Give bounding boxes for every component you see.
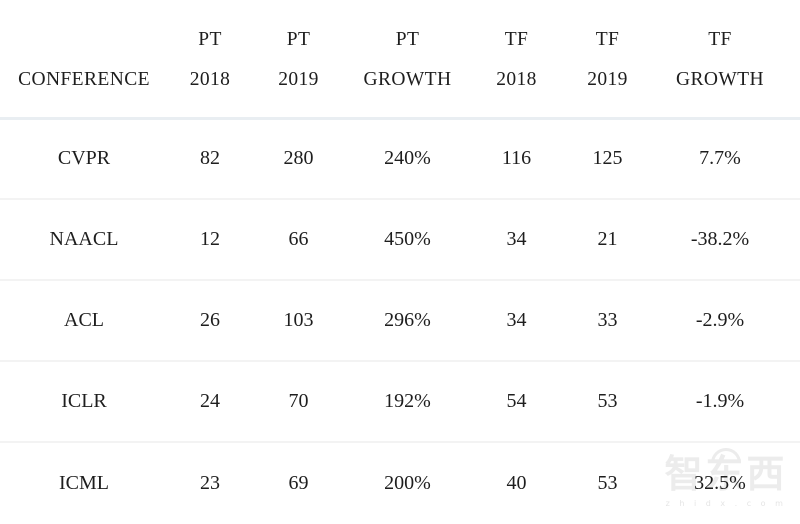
cell-conference: NAACL <box>0 199 168 281</box>
cell-pt-growth: 240% <box>345 118 470 200</box>
cell-pt-2018: 12 <box>168 199 252 281</box>
header-line2: 2019 <box>587 68 628 90</box>
header-line1: PT <box>198 28 222 50</box>
cell-tf-2019: 53 <box>597 471 618 494</box>
header-tf-2018: TF 2018 <box>470 0 563 120</box>
header-line1: TF <box>504 28 529 50</box>
cell-pt-2018: 24 <box>168 361 252 443</box>
table-header: CONFERENCE PT 2018 PT 2019 PT GROWTH TF … <box>0 0 800 120</box>
cell-conference: ACL <box>0 280 168 362</box>
table-row-cvpr: CVPR 82 280 240% 116 125 7.7% <box>0 118 800 200</box>
header-line2: 2018 <box>189 68 231 90</box>
cell-tf-growth: -1.9% <box>652 361 800 443</box>
table-row-acl: ACL 26 103 296% 34 33 -2.9% <box>0 280 800 362</box>
cell-tf-2018: 54 <box>470 361 563 443</box>
header-tf-2019: TF 2019 <box>563 0 652 120</box>
cell-tf-2018: 34 <box>470 199 563 281</box>
header-line1: PT <box>286 28 311 50</box>
cell-pt-growth: 296% <box>345 280 470 362</box>
header-line2: 2018 <box>496 68 537 90</box>
cell-tf-growth: -38.2% <box>652 199 800 281</box>
cell-pt-growth: 192% <box>345 361 470 443</box>
cell-pt-2019: 280 <box>252 118 345 200</box>
header-line2: GROWTH <box>363 68 452 90</box>
cell-tf-2019: 53 <box>563 361 652 443</box>
header-tf-growth: TF GROWTH <box>652 0 800 120</box>
cell-pt-2019: 69 <box>288 471 309 494</box>
table-body: CVPR 82 280 240% 116 125 7.7% NAACL 12 6… <box>0 118 800 523</box>
cell-tf-2019: 125 <box>563 118 652 200</box>
table-row-iclr: ICLR 24 70 192% 54 53 -1.9% <box>0 361 800 443</box>
cell-tf-growth: 7.7% <box>652 118 800 200</box>
cell-tf-growth: 32.5% <box>694 471 746 494</box>
cell-pt-2018: 26 <box>168 280 252 362</box>
header-line1: TF <box>595 28 620 50</box>
cell-tf-2019: 21 <box>563 199 652 281</box>
cell-pt-2019: 70 <box>252 361 345 443</box>
cell-tf-2018: 34 <box>470 280 563 362</box>
header-conference: CONFERENCE <box>0 0 168 120</box>
table-row-naacl: NAACL 12 66 450% 34 21 -38.2% <box>0 199 800 281</box>
header-line1: TF <box>708 28 732 50</box>
header-pt-2018: PT 2018 <box>168 0 252 120</box>
header-line2: CONFERENCE <box>18 68 150 90</box>
cell-pt-growth: 200% <box>384 471 431 494</box>
header-line2: GROWTH <box>676 68 764 90</box>
cell-conference: CVPR <box>0 118 168 200</box>
header-pt-growth: PT GROWTH <box>345 0 470 120</box>
cell-pt-growth: 450% <box>345 199 470 281</box>
cell-tf-2018: 116 <box>470 118 563 200</box>
header-line2: 2019 <box>278 68 319 90</box>
header-pt-2019: PT 2019 <box>252 0 345 120</box>
cell-pt-2019: 103 <box>252 280 345 362</box>
table-row-icml: ICML 23 69 200% 40 53 32.5% <box>0 442 800 523</box>
cell-tf-2018: 40 <box>506 471 527 494</box>
cell-pt-2018: 23 <box>200 471 220 494</box>
cell-conference: ICML <box>59 471 109 494</box>
header-line1 <box>0 20 168 60</box>
cell-tf-growth: -2.9% <box>652 280 800 362</box>
header-line1: PT <box>395 28 420 50</box>
cell-pt-2018: 82 <box>168 118 252 200</box>
header-row: CONFERENCE PT 2018 PT 2019 PT GROWTH TF … <box>0 0 800 120</box>
cell-conference: ICLR <box>0 361 168 443</box>
cell-tf-2019: 33 <box>563 280 652 362</box>
cell-pt-2019: 66 <box>252 199 345 281</box>
